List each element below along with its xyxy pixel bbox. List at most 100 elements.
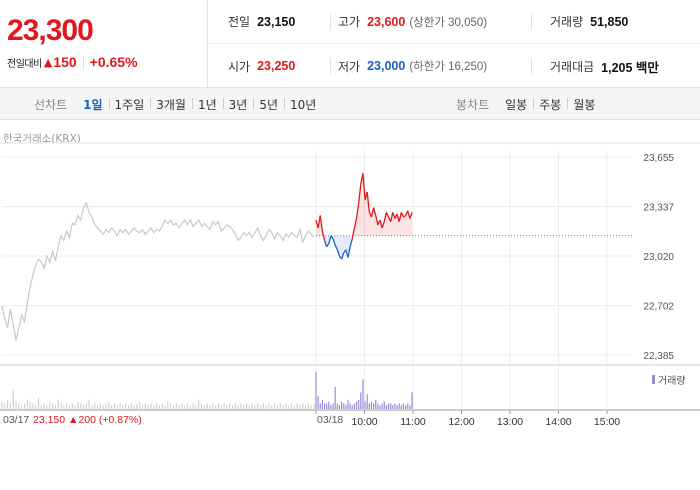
amount-label: 거래대금 [550, 59, 595, 74]
today-date: 03/18 [317, 414, 344, 426]
price-segment-up [362, 173, 366, 200]
area-above-base [394, 213, 398, 236]
price-segment-up [392, 212, 396, 219]
price-segment-up [409, 212, 413, 219]
area-above-base [384, 212, 387, 236]
info-row-2: 시가 23,250 저가 23,000 (하한가 16,250) 거래대금 1,… [209, 44, 700, 88]
price-segment-down [326, 243, 330, 248]
candle-chart-tabs: 봉차트 일봉 주봉 월봉 [456, 88, 601, 120]
price-segment-up [400, 212, 405, 218]
candle-chart-title: 봉차트 [456, 97, 490, 112]
tab-1year[interactable]: 1년 [191, 96, 223, 113]
x-tick-label: 10:00 [351, 416, 377, 428]
open-label: 시가 [228, 59, 251, 74]
tab-daily-candle[interactable]: 일봉 [505, 97, 528, 112]
up-triangle-icon: ▲ [43, 55, 53, 69]
area-above-base [371, 207, 374, 236]
chart-tabs: 선차트 1일 1주일 3개월 1년 3년 5년 10년 봉차트 일봉 주봉 월봉 [0, 88, 700, 120]
prev-close-cell: 전일 23,150 [228, 0, 295, 43]
divider [330, 58, 331, 74]
price-segment-up [381, 221, 385, 229]
tab-1day[interactable]: 1일 [83, 97, 103, 112]
price-segment-up [379, 219, 383, 229]
lower-limit: (하한가 16,250) [409, 61, 488, 73]
price-segment-down [349, 238, 353, 247]
area-above-base [362, 173, 366, 236]
y-tick-label: 23,020 [643, 252, 674, 263]
tab-weekly-candle[interactable]: 주봉 [533, 96, 567, 113]
price-segment-up [353, 218, 358, 229]
prev-day-price-line [1, 201, 315, 341]
divider [330, 14, 331, 30]
change-value: 150 [53, 54, 77, 70]
price-segment-up [375, 215, 379, 225]
x-tick-label: 15:00 [594, 416, 620, 428]
price-segment-down [330, 235, 334, 240]
area-above-base [405, 210, 408, 236]
volume-label: 거래량 [550, 15, 584, 29]
tab-3month[interactable]: 3개월 [150, 96, 192, 113]
low-value: 23,000 [367, 59, 406, 73]
volume-legend-label: 거래량 [658, 376, 686, 387]
low-label: 저가 [338, 59, 361, 74]
price-segment-down [323, 240, 328, 247]
open-value: 23,250 [257, 59, 296, 73]
price-segment-down [328, 235, 332, 244]
change-row: 전일대비 ▲ 150 +0.65% [7, 54, 138, 70]
x-tick-label: 12:00 [448, 416, 474, 428]
tab-monthly-candle[interactable]: 월봉 [567, 96, 601, 113]
price-segment-down [347, 246, 351, 258]
price-segment-down [332, 238, 336, 246]
price-segment-up [370, 207, 375, 218]
price-segment-down [336, 249, 341, 257]
price-segment-up [403, 214, 406, 218]
volume-cell: 거래량 51,850 [550, 0, 628, 43]
high-cell: 고가 23,600 (상한가 30,050) [338, 0, 487, 43]
tab-1week[interactable]: 1주일 [108, 96, 151, 113]
current-price: 23,300 [7, 14, 94, 47]
price-segment-up [366, 192, 370, 213]
tab-5year[interactable]: 5년 [253, 96, 284, 113]
area-below-base [345, 235, 348, 258]
x-tick-label: 14:00 [545, 416, 571, 428]
area-above-base [397, 213, 400, 236]
high-label: 고가 [338, 15, 361, 29]
summary-panel: 23,300 전일대비 ▲ 150 +0.65% 전일 23,150 고가 23… [0, 0, 700, 88]
area-below-base [339, 235, 342, 260]
area-below-base [335, 235, 338, 250]
prev-close-value: 23,150 [257, 14, 296, 29]
prev-close-label: 전일 [228, 15, 251, 29]
price-segment-down [334, 244, 338, 251]
amount-cell: 거래대금 1,205 백만 [550, 44, 659, 88]
open-cell: 시가 23,250 [228, 44, 295, 88]
price-segment-up [385, 212, 390, 218]
area-above-base [403, 215, 406, 236]
price-segment-up [321, 230, 326, 241]
area-above-base [360, 173, 363, 236]
area-above-base [369, 212, 372, 236]
amount-value: 1,205 백만 [601, 60, 659, 75]
data-source: 한국거래소(KRX) [3, 133, 81, 145]
high-value: 23,600 [367, 14, 406, 29]
divider [531, 14, 532, 30]
line-chart-title: 선차트 [34, 97, 68, 112]
upper-limit: (상한가 30,050) [409, 16, 488, 29]
y-tick-label: 22,702 [643, 302, 674, 313]
tab-10year[interactable]: 10년 [284, 96, 322, 113]
area-above-base [401, 212, 404, 236]
prev-date: 03/17 [3, 414, 30, 426]
price-segment-down [340, 252, 345, 260]
y-tick-label: 22,385 [643, 351, 674, 362]
tab-3year[interactable]: 3년 [222, 96, 254, 113]
divider [82, 55, 84, 69]
y-tick-label: 23,337 [643, 203, 674, 214]
price-segment-up [358, 184, 362, 204]
volume-legend-swatch [652, 375, 655, 384]
change-label: 전일대비 [7, 58, 42, 70]
line-chart-tabs: 선차트 1일 1주일 3개월 1년 3년 5년 10년 [34, 88, 322, 120]
volume-value: 51,850 [590, 14, 629, 29]
area-above-base [365, 192, 368, 236]
price-segment-up [351, 227, 356, 239]
change-percent: +0.65% [89, 54, 138, 70]
